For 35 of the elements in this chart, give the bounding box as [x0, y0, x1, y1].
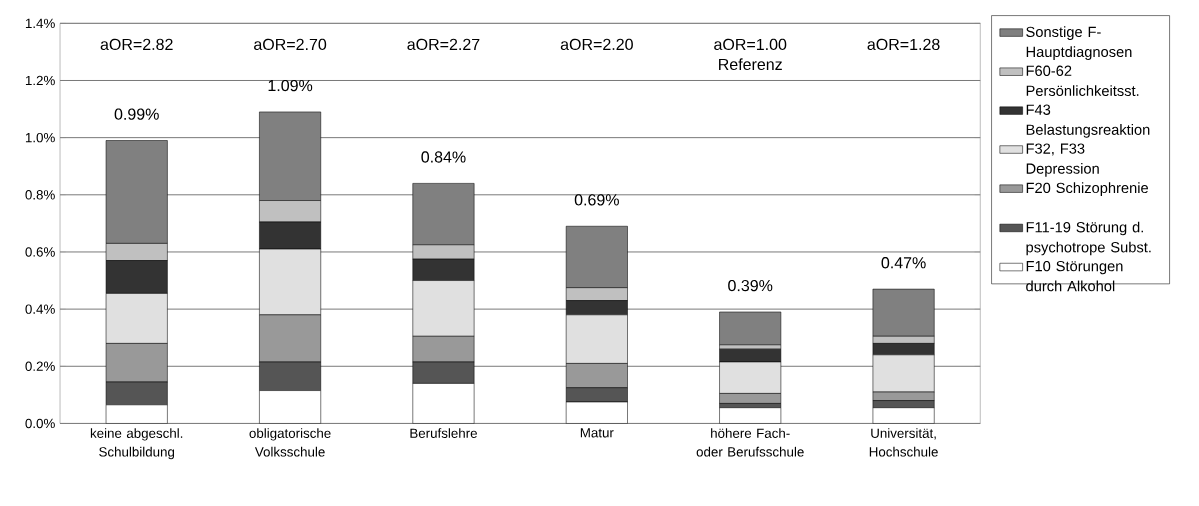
y-tick-label: 0.2%: [25, 361, 55, 371]
total-label: 0.99%: [114, 108, 159, 120]
y-tick-label: 1.4%: [25, 18, 55, 28]
y-tick-label: 0.6%: [25, 247, 55, 257]
annotation: aOR=2.20: [560, 38, 633, 50]
x-tick-label: höhere Fach- oder Berufsschule: [696, 428, 804, 457]
x-tick-label: Matur: [580, 428, 614, 438]
annotation: aOR=1.00 Referenz: [714, 38, 787, 70]
x-tick-label: keine abgeschl. Schulbildung: [90, 428, 183, 460]
legend-label: Sonstige F-Hauptdiagnosen: [1026, 26, 1132, 60]
x-tick-label: obligatorische Volksschule: [249, 428, 331, 457]
total-label: 0.69%: [574, 194, 619, 206]
y-tick-label: 1.2%: [25, 75, 55, 86]
bar: [719, 311, 782, 346]
legend-label: F32, F33 Depression: [1026, 143, 1099, 177]
total-label: 0.39%: [728, 279, 773, 292]
total-label: 0.84%: [421, 151, 466, 163]
y-tick-label: 1.0%: [25, 132, 55, 143]
legend-label: F20 Schizophrenie: [1026, 182, 1149, 196]
x-tick-label: Universität, Hochschule: [869, 428, 938, 457]
legend-label: F43 Belastungsreaktion: [1026, 104, 1150, 138]
bar: [719, 407, 782, 424]
y-tick-label: 0.8%: [25, 190, 55, 200]
legend-label: F60-62 Persönlichkeitsst.: [1026, 65, 1139, 96]
annotation: aOR=2.82: [100, 38, 173, 50]
annotation: aOR=1.28: [867, 38, 940, 50]
x-tick-label: Berufslehre: [410, 428, 477, 438]
annotation: aOR=2.70: [254, 38, 327, 50]
total-label: 1.09%: [268, 79, 313, 92]
total-label: 0.47%: [881, 257, 926, 269]
y-tick-label: 0.0%: [25, 418, 55, 429]
legend-label: F10 Störungen durch Alkohol: [1026, 260, 1123, 292]
y-tick-label: 0.4%: [25, 304, 55, 314]
legend-label: F11-19 Störung d. psychotrope Subst.: [1026, 221, 1151, 256]
annotation: aOR=2.27: [407, 38, 480, 50]
